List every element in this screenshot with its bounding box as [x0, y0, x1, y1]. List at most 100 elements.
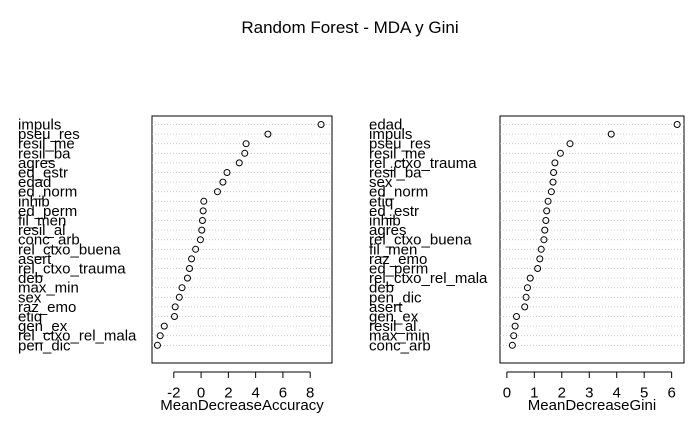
panel-1-dot-ed_estr	[223, 169, 231, 176]
panel-1-dot-rel_ctxo_buena	[192, 245, 200, 253]
panel-1-label-fil_men: fil_men	[18, 213, 66, 230]
panel-1-label-ed_perm: ed_perm	[18, 203, 77, 220]
panel-1-dot-inhib	[200, 197, 208, 205]
panel-1-label-rel_ctxo_buena: rel_ctxo_buena	[18, 241, 121, 258]
panel-2-label-impuls: impuls	[369, 126, 412, 143]
panel-1-label-resil_me: resil_me	[18, 136, 75, 153]
panel-1-label-max_min: max_min	[18, 280, 79, 297]
panel-2-dot-inhib	[542, 217, 550, 224]
panel-1-x-tick-label: 6	[279, 384, 287, 401]
panel-1-dot-sex	[175, 293, 183, 301]
panel-1-dot-asert	[188, 255, 196, 263]
panel-2-dot-gen_ex	[512, 313, 520, 320]
panel-2-dot-pseu_res	[566, 140, 574, 148]
panel-2-label-deb: deb	[369, 280, 394, 297]
panel-2-dot-etiq	[544, 197, 552, 205]
panel-1-dot-impuls	[317, 121, 325, 128]
panel-2-dot-resil_me	[556, 149, 564, 157]
panel-1-dot-raz_emo	[171, 303, 179, 311]
panel-1-dot-gen_ex	[160, 322, 168, 330]
panel-1-label-etiq: etiq	[18, 309, 42, 326]
panel-1-x-tick-label: -2	[167, 384, 180, 401]
panel-2-label-gen_ex: gen_ex	[369, 309, 419, 326]
panel-1-label-gen_ex: gen_ex	[18, 318, 68, 335]
panel-1-label-resil_al: resil_al	[18, 222, 66, 239]
panel-1-label-ed_estr: ed_estr	[18, 165, 68, 182]
panel-2-label-resil_al: resil_al	[369, 318, 417, 335]
panel-2-x-axis-title: MeanDecreaseGini	[528, 397, 656, 414]
panel-2-dot-conc_arb	[508, 341, 516, 349]
panel-1-dot-agres	[235, 159, 243, 167]
panel-2-dot-fil_men	[537, 245, 545, 253]
panel-2-dot-ed_perm	[534, 265, 542, 272]
panel-1-label-ed_norm: ed_norm	[18, 184, 77, 201]
panel-1-label-inhib: inhib	[18, 193, 50, 210]
panel-1-dot-resil_me	[242, 140, 250, 148]
panel-2-label-conc_arb: conc_arb	[369, 337, 431, 354]
panel-2-dot-sex	[549, 178, 557, 186]
panel-1-dot-max_min	[178, 284, 186, 292]
panel-2-label-pen_dic: pen_dic	[369, 289, 422, 306]
panel-2-label-max_min: max_min	[369, 328, 430, 345]
panel-2-x-tick-label: 1	[530, 384, 538, 401]
panel-2-x-tick-label: 6	[667, 384, 675, 401]
panel-2-x-tick-label: 4	[613, 384, 621, 401]
panel-2-label-ed_norm: ed_norm	[369, 184, 428, 201]
panel-2-x-tick-label: 3	[585, 384, 593, 401]
panel-2-dot-deb	[523, 284, 531, 292]
panel-2-dot-pen_dic	[522, 293, 530, 301]
panel-2-dot-edad	[673, 121, 681, 128]
panel-2-label-inhib: inhib	[369, 213, 401, 230]
chart-title: Random Forest - MDA y Gini	[241, 18, 458, 37]
panel-2-dot-ed_norm	[547, 188, 555, 196]
panel-1-label-rel_ctxo_rel_mala: rel_ctxo_rel_mala	[18, 328, 137, 345]
panel-1-dot-etiq	[171, 313, 178, 320]
panel-1-label-rel_ctxo_trauma: rel_ctxo_trauma	[18, 261, 126, 278]
panel-1-x-tick-label: 8	[306, 384, 314, 401]
panel-1-dot-edad	[219, 178, 227, 186]
panel-1-label-resil_ba: resil_ba	[18, 145, 71, 162]
panel-1-dot-rel_ctxo_rel_mala	[156, 332, 164, 340]
panel-1-label-impuls: impuls	[18, 117, 61, 134]
panel-1-x-tick-label: 4	[251, 384, 259, 401]
panel-1-label-edad: edad	[18, 174, 51, 191]
panel-2-dot-impuls	[607, 130, 615, 138]
panel-2-label-raz_emo: raz_emo	[369, 251, 427, 268]
panel-2-dot-agres	[541, 226, 549, 234]
panel-2-x-tick-label: 5	[640, 384, 648, 401]
panel-1-dot-ed_perm	[199, 207, 207, 215]
panel-1-label-deb: deb	[18, 270, 43, 287]
panel-1-dot-resil_al	[198, 226, 206, 234]
panel-2-dot-ed_estr	[543, 207, 551, 215]
panel-2-label-fil_men: fil_men	[369, 241, 417, 258]
panel-1-label-sex: sex	[18, 289, 42, 306]
panel-1-dot-pen_dic	[153, 341, 161, 349]
panel-2-label-etiq: etiq	[369, 193, 393, 210]
panel-1-label-agres: agres	[18, 155, 56, 172]
panel-2-x-tick-label: 2	[558, 384, 566, 401]
panel-2-label-resil_me: resil_me	[369, 145, 426, 162]
panel-1-dot-deb	[183, 274, 191, 282]
panel-2-dot-asert	[521, 303, 529, 311]
panel-2-x-tick-label: 0	[503, 384, 511, 401]
panel-1-dot-rel_ctxo_trauma	[186, 265, 193, 272]
panel-2-label-ed_perm: ed_perm	[369, 261, 428, 278]
panel-1-dot-conc_arb	[196, 236, 204, 244]
panel-2-label-edad: edad	[369, 117, 402, 134]
panel-1-x-tick-label: 0	[197, 384, 205, 401]
panel-2-dot-max_min	[510, 332, 518, 340]
panel-1-dot-resil_ba	[241, 149, 249, 157]
panel-2-label-agres: agres	[369, 222, 407, 239]
panel-2-label-resil_ba: resil_ba	[369, 165, 422, 182]
panel-1-dot-ed_norm	[213, 188, 221, 196]
panel-1-label-conc_arb: conc_arb	[18, 232, 80, 249]
panel-1-x-axis-title: MeanDecreaseAccuracy	[160, 397, 324, 414]
panel-1-dot-pseu_res	[264, 130, 272, 138]
panel-2-dot-rel_ctxo_trauma	[551, 159, 559, 167]
panel-2-dot-rel_ctxo_buena	[540, 236, 548, 244]
panel-2-label-rel_ctxo_rel_mala: rel_ctxo_rel_mala	[369, 270, 488, 287]
panel-1-label-raz_emo: raz_emo	[18, 299, 76, 316]
panel-2-dot-resil_al	[511, 322, 519, 330]
